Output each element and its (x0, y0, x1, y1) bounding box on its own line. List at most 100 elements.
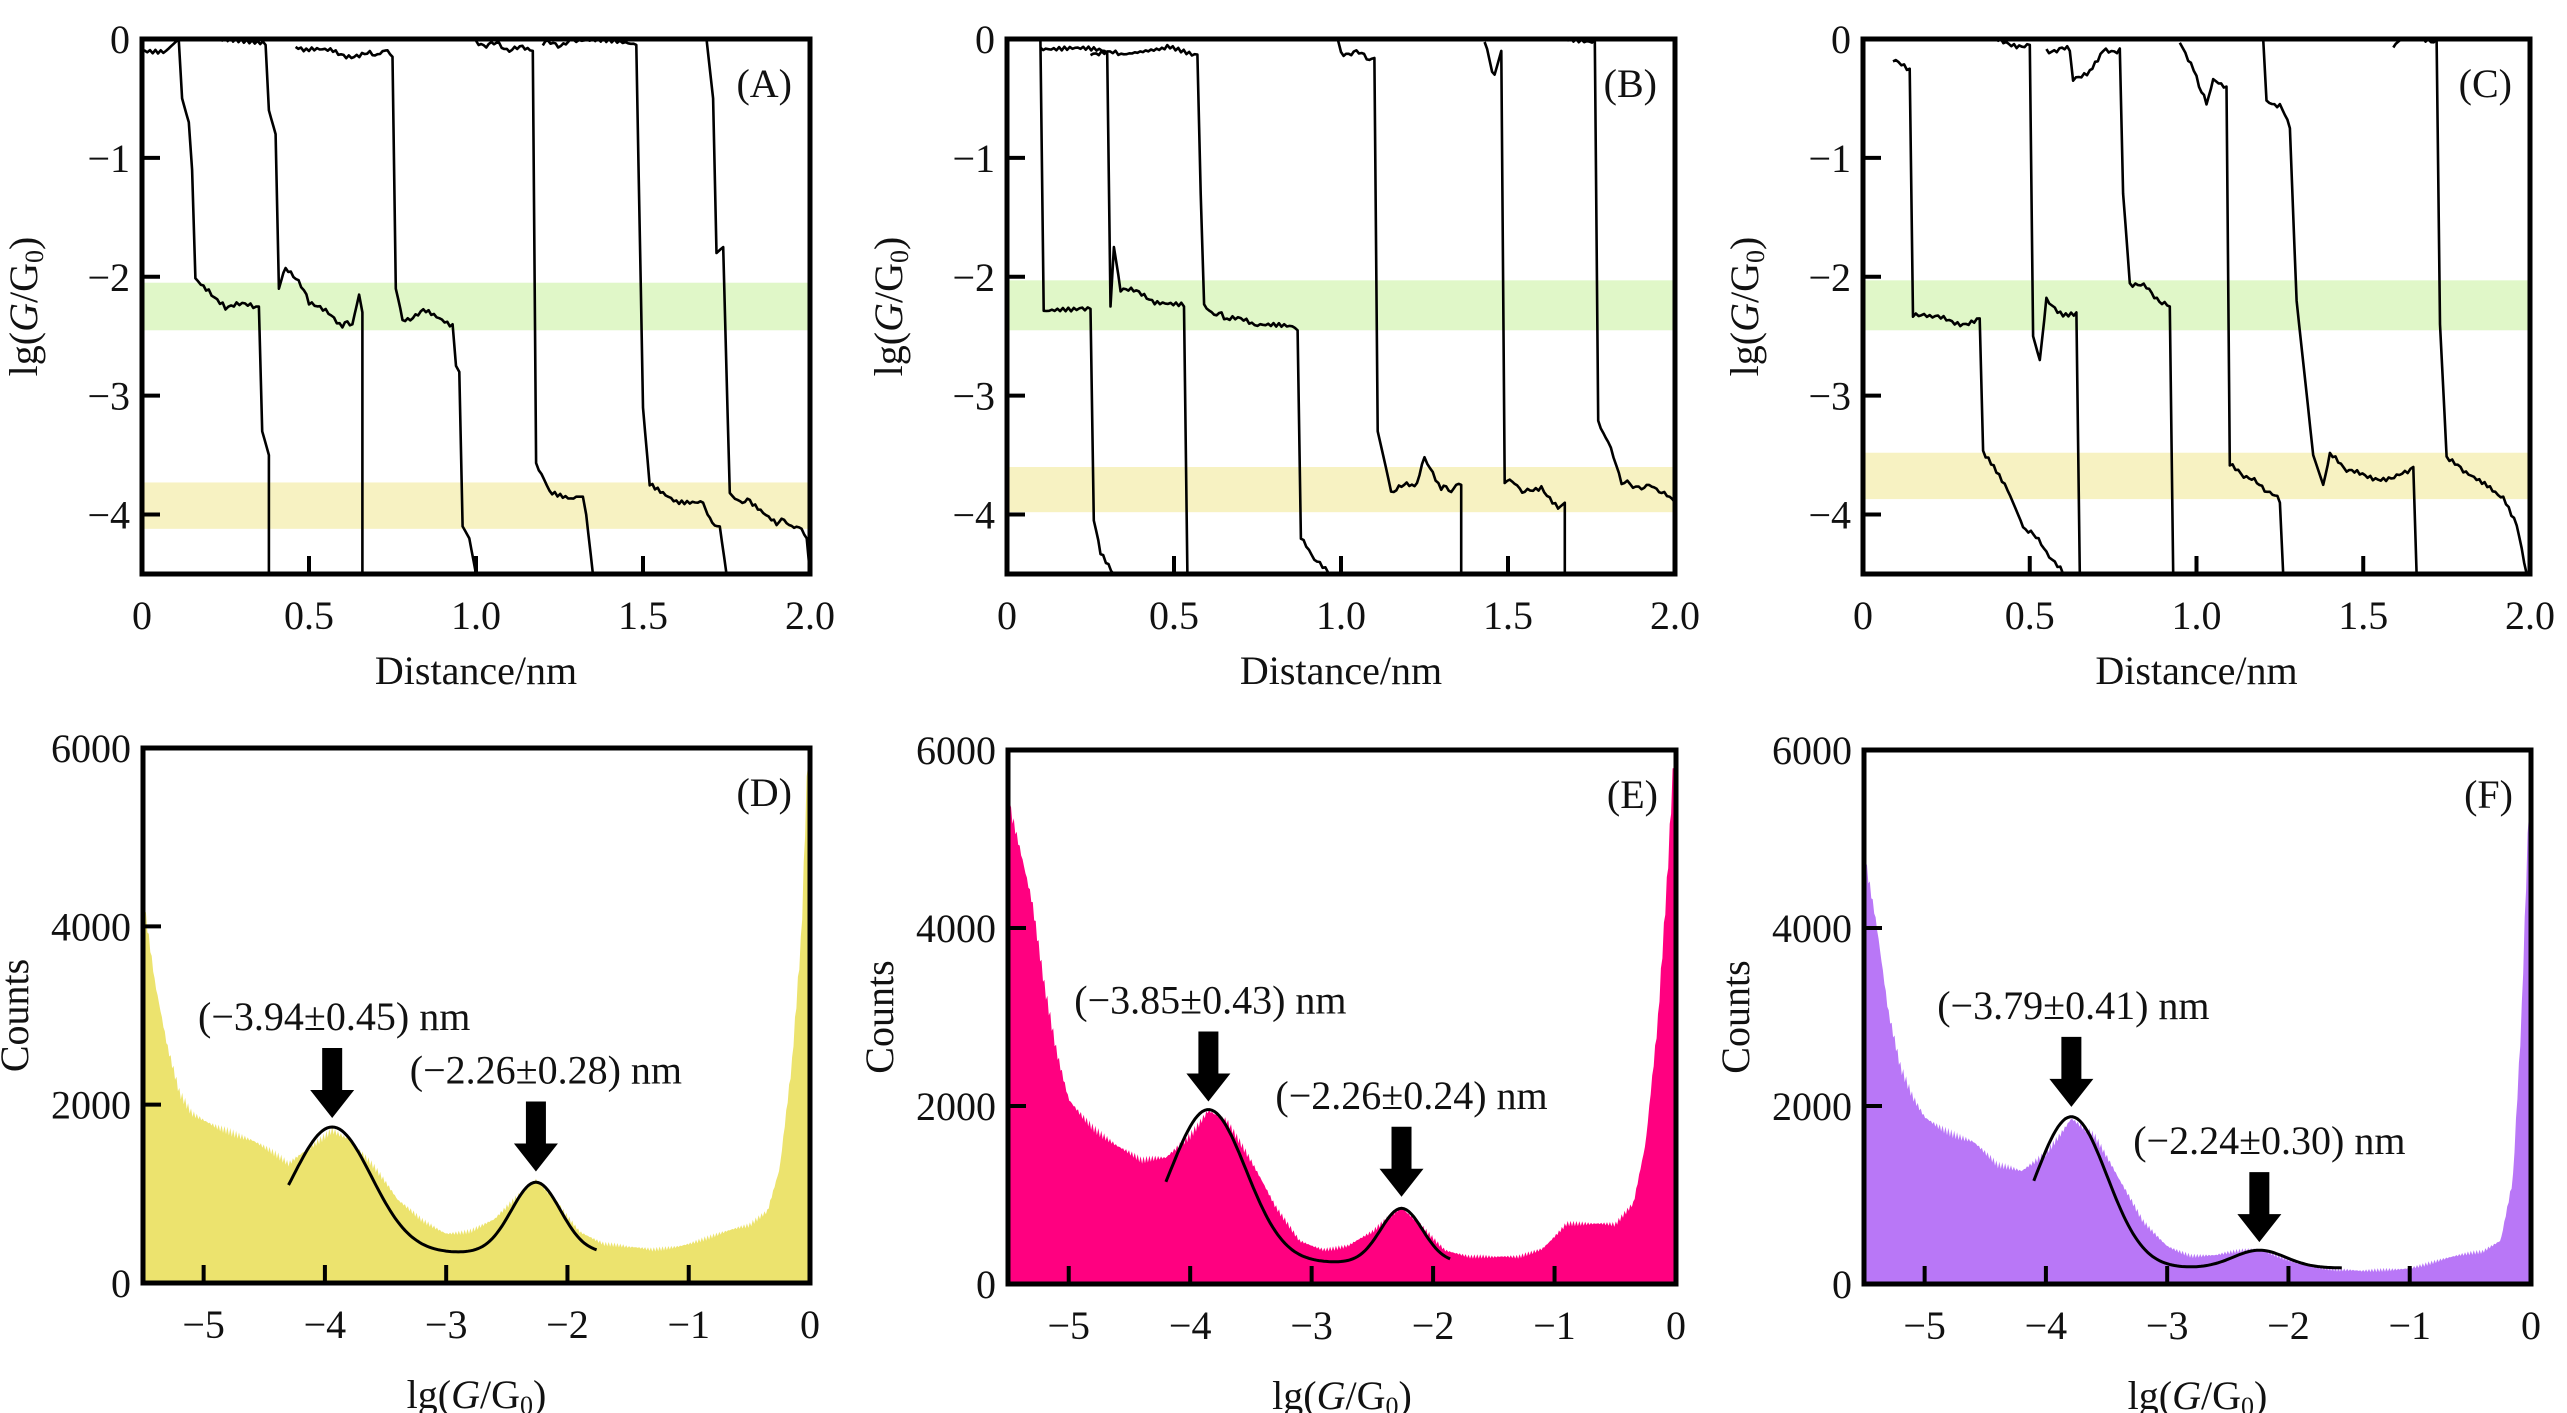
panel-b: 0 0.5 1.0 1.5 2.00−1−2−3−4Distance/nmlg(G/G0… (866, 17, 1700, 693)
axis-label-part: lg( (2128, 1373, 2172, 1413)
arrow-down-icon (1379, 1126, 1424, 1197)
trace-line (1039, 39, 1115, 574)
y-axis-label: Counts (857, 960, 902, 1073)
x-axis-label: lg(G/G0) (1272, 1373, 1412, 1413)
x-tick-label: −4 (2025, 1303, 2068, 1348)
axis-label-part: 0 (520, 1391, 533, 1413)
axis-label-part: /G (1, 263, 46, 303)
arrow-down-icon (513, 1101, 558, 1172)
band-low-conductance (1863, 452, 2530, 500)
y-tick-label: 0 (111, 1261, 131, 1306)
axis-label-part: G (1317, 1373, 1346, 1413)
peak-annotation: (−3.94±0.45) nm (198, 994, 470, 1119)
y-tick-label: −2 (952, 255, 995, 300)
y-tick-label: 0 (1832, 1262, 1852, 1307)
x-tick-label: 0.5 (2005, 593, 2055, 638)
axis-label-part: lg( (1272, 1373, 1316, 1413)
trace-line (1336, 39, 1463, 574)
y-axis-label: Counts (1713, 960, 1758, 1073)
panel-d: (−3.94±0.45) nm (−2.26±0.28) nm −5 −4 −3 −2 −1… (0, 726, 820, 1413)
x-tick-label: −5 (182, 1302, 225, 1347)
x-tick-label: −3 (1290, 1303, 1333, 1348)
axis-label-part: /G (1346, 1373, 1386, 1413)
peak-label: (−2.24±0.30) nm (2133, 1118, 2405, 1163)
panel-label: (C) (2459, 61, 2512, 106)
arrow-down-icon (2049, 1036, 2094, 1107)
x-tick-label: 0 (997, 593, 1017, 638)
trace-line (474, 39, 595, 574)
axis-label-part: /G (2201, 1373, 2241, 1413)
plot-area (1864, 761, 2531, 1284)
y-tick-label: −3 (87, 374, 130, 419)
y-tick-label: 2000 (1772, 1084, 1852, 1129)
y-tick-label: −4 (1808, 493, 1851, 538)
panel-label: (F) (2464, 772, 2513, 817)
x-tick-label: −5 (1047, 1303, 1090, 1348)
plot-frame (140, 745, 813, 1286)
x-tick-label: 1.0 (1316, 593, 1366, 638)
axis-label-part: /G (480, 1372, 520, 1413)
y-tick-label: 0 (975, 17, 995, 62)
y-tick-label: 6000 (1772, 728, 1852, 773)
x-tick-label: 1.0 (451, 593, 501, 638)
y-axis-label: lg(G/G0) (1722, 237, 1770, 377)
peak-label: (−3.85±0.43) nm (1074, 978, 1346, 1023)
plot-frame (1005, 747, 1679, 1287)
axis-label-part: 0 (885, 250, 914, 263)
axis-label-part: ) (533, 1372, 546, 1413)
histogram-area (1008, 750, 1676, 1284)
x-tick-label: −2 (1412, 1303, 1455, 1348)
y-tick-label: −3 (952, 374, 995, 419)
band-low-conductance (142, 482, 810, 529)
trace-line (142, 39, 271, 574)
x-tick-label: −4 (304, 1302, 347, 1347)
gaussian-fit-curve (287, 1125, 598, 1254)
x-tick-label: −1 (2388, 1303, 2431, 1348)
band-low-conductance (1007, 467, 1675, 513)
peak-label: (−2.26±0.28) nm (410, 1048, 682, 1093)
trace-line (209, 39, 364, 574)
x-tick-label: 0 (132, 593, 152, 638)
x-axis-label: Distance/nm (2095, 648, 2297, 693)
x-tick-label: −5 (1903, 1303, 1946, 1348)
x-tick-label: 1.5 (618, 593, 668, 638)
trace-line (1483, 41, 1567, 574)
x-tick-label: −2 (546, 1302, 589, 1347)
x-tick-label: 1.5 (1483, 593, 1533, 638)
plot-area (142, 39, 810, 574)
y-tick-label: 0 (976, 1262, 996, 1307)
y-axis-label: lg(G/G0) (1, 237, 49, 377)
axis-label-part: ) (2254, 1373, 2267, 1413)
y-tick-label: 4000 (51, 904, 131, 949)
y-tick-label: −4 (952, 493, 995, 538)
trace-line (1892, 58, 2065, 574)
panel-a: 0 0.5 1.0 1.5 2.00−1−2−3−4Distance/nmlg(G/G0… (1, 17, 835, 693)
y-tick-label: 4000 (916, 906, 996, 951)
axis-label-part: G (866, 303, 911, 332)
x-tick-label: −2 (2267, 1303, 2310, 1348)
axis-label-part: ) (1399, 1373, 1412, 1413)
peak-annotation: (−3.79±0.41) nm (1937, 983, 2210, 1107)
plot-area (143, 748, 810, 1283)
peak-label: (−3.94±0.45) nm (198, 994, 470, 1039)
axis-label-part: G (451, 1372, 480, 1413)
axis-label-part: ) (1, 237, 46, 250)
plot-frame (1861, 747, 2534, 1287)
axis-label-part: 0 (1386, 1392, 1399, 1413)
plot-area (1007, 39, 1675, 574)
axis-label-part: lg( (866, 332, 911, 376)
plot-area (1008, 750, 1676, 1284)
y-tick-label: −4 (87, 493, 130, 538)
axis-label-part: G (1722, 303, 1767, 332)
band-high-conductance (142, 282, 810, 331)
axis-label-part: /G (1722, 263, 1767, 303)
y-axis-label: Counts (0, 959, 37, 1072)
x-tick-label: 0 (2521, 1303, 2541, 1348)
plot-area (1863, 39, 2530, 574)
trace-line (1039, 45, 1189, 574)
x-tick-label: −3 (425, 1302, 468, 1347)
axis-label-part: 0 (20, 250, 49, 263)
trace-line (1980, 39, 2082, 574)
arrow-down-icon (2237, 1172, 2282, 1243)
